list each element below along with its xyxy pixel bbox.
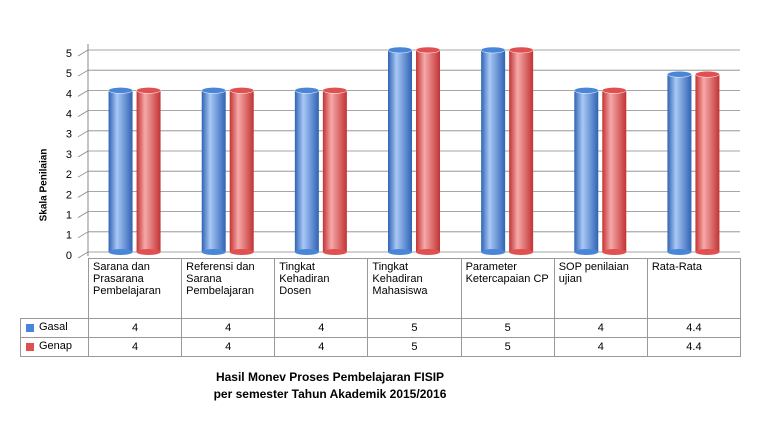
grid-line-side [77,90,89,97]
bar-top [294,87,320,94]
bar [481,50,506,252]
category-cell: Tingkat Kehadiran Mahasiswa [367,258,462,319]
table-value: 4.4 [646,337,741,357]
category-cell: Sarana dan Prasarana Pembelajaran [88,258,183,319]
table-value: 4 [274,318,369,338]
bar [294,90,319,253]
category-cell: Parameter Ketercapaian CP [460,258,555,319]
bar-top [574,87,599,94]
bar-base [667,249,692,255]
grid-line-side [77,211,89,218]
table-value: 5 [460,337,555,357]
table-value: 5 [367,318,462,338]
bar-base [294,249,319,255]
legend-swatch [26,343,34,351]
bar-top [695,70,720,78]
bar [416,50,440,252]
bar-base [602,249,627,255]
bar-top [229,87,254,94]
y-tick-label: 2 [66,169,72,181]
y-tick-label: 4 [66,88,72,100]
table-value: 4 [274,337,369,357]
bar [388,50,412,252]
category-cell: Rata-Rata [646,258,741,319]
bar-base [229,249,254,255]
bar-base [322,249,347,255]
bar [602,90,627,253]
bar [322,90,347,253]
bar-top [415,46,441,54]
bar-top [322,87,348,94]
bar-top [108,87,133,94]
bar-top [387,46,413,54]
grid-line-side [77,231,89,239]
bar-top [480,46,506,54]
grid-line-side [77,150,89,158]
y-tick-label: 0 [66,250,72,262]
grid-line-side [77,170,89,178]
y-tick-label: 3 [66,129,72,141]
grid-line-side [77,110,89,117]
bar-base [136,249,161,255]
bar [108,90,133,253]
bar-base [416,249,440,255]
bar [201,90,226,253]
bar-base [574,249,599,255]
grid-line-side [77,130,89,138]
table-value: 4.4 [646,318,741,338]
legend-cell: Genap [20,337,89,357]
category-cell: SOP penilaian ujian [553,258,648,319]
bar-base [108,249,133,255]
bar [509,50,534,252]
table-value: 4 [553,318,648,338]
y-tick-label: 3 [66,149,72,161]
table-value: 5 [367,337,462,357]
bar [136,90,161,253]
chart-title: Hasil Monev Proses Pembelajaran FISIP [215,370,445,384]
y-tick-label: 1 [66,210,72,222]
y-axis-label: Skala Penilaian [39,149,50,222]
grid-line-side [77,191,89,198]
grid-line-side [77,69,89,77]
bar-top [602,87,627,94]
grid-line-side [77,251,89,259]
y-tick-label: 2 [66,189,72,201]
y-tick-label: 4 [66,109,72,121]
legend-swatch [26,324,34,332]
bar-base [388,249,412,255]
chart-subtitle: per semester Tahun Akademik 2015/2016 [213,387,447,401]
bar-top [201,87,226,94]
table-value: 4 [88,318,183,338]
bar [574,90,599,253]
table-value: 5 [460,318,555,338]
y-tick-label: 5 [66,68,72,80]
bar [695,74,720,253]
table-value: 4 [553,337,648,357]
y-tick-label: 1 [66,230,72,242]
bar-base [695,249,720,255]
bar-top [136,87,161,94]
bar-top [508,46,534,54]
bar-base [509,249,534,255]
bar-base [201,249,226,255]
table-value: 4 [181,318,276,338]
bar-top [667,70,692,78]
table-value: 4 [181,337,276,357]
bar [229,90,254,253]
grid-line-side [77,49,89,57]
y-tick-label: 5 [66,48,72,60]
table-value: 4 [88,337,183,357]
bar-base [481,249,506,255]
category-cell: Tingkat Kehadiran Dosen [274,258,369,319]
legend-cell: Gasal [20,318,89,338]
bar [667,74,692,253]
category-cell: Referensi dan Sarana Pembelajaran [181,258,276,319]
